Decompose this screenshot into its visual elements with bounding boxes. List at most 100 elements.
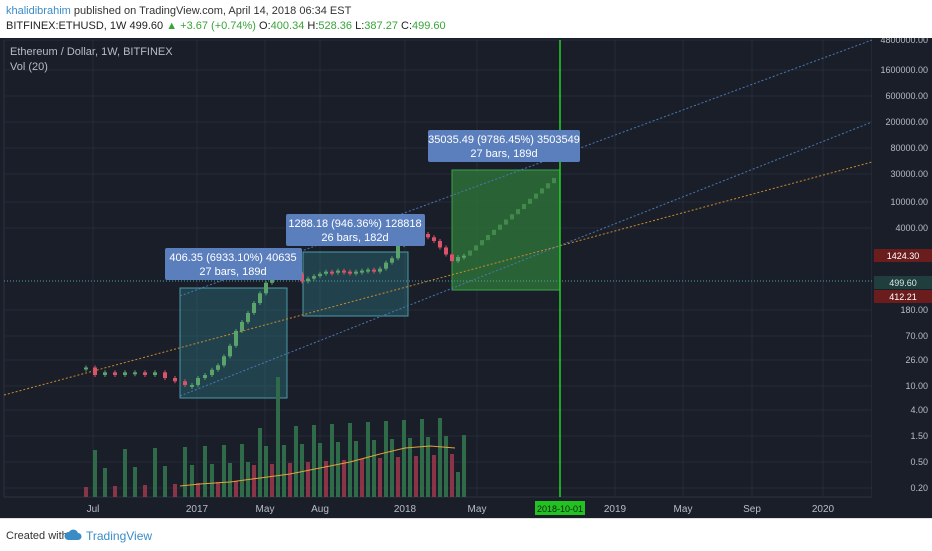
candle <box>354 271 358 274</box>
candle <box>93 367 97 376</box>
volume-bar <box>462 435 466 497</box>
volume-bar <box>438 418 442 497</box>
candle <box>456 256 460 262</box>
projected-candle <box>534 193 538 199</box>
x-tick-label: May <box>674 504 693 515</box>
candle <box>183 381 187 385</box>
candle <box>264 282 268 294</box>
c-label: C: <box>401 20 413 32</box>
o-value: 400.34 <box>270 20 305 32</box>
svg-text:1424.30: 1424.30 <box>887 251 920 261</box>
candle <box>342 270 346 273</box>
candle <box>336 270 340 273</box>
volume-bar <box>336 442 340 497</box>
volume-bar <box>113 486 117 497</box>
candle <box>228 345 232 357</box>
volume-bar <box>203 446 207 497</box>
volume-bar <box>420 419 424 497</box>
projected-candle <box>468 250 472 256</box>
tradingview-link[interactable]: TradingView <box>86 529 153 543</box>
volume-bar <box>270 464 274 497</box>
up-arrow-icon: ▲ <box>166 20 178 32</box>
volume-bar <box>210 464 214 497</box>
y-tick-label: 30000.00 <box>890 169 928 179</box>
volume-bar <box>384 421 388 497</box>
volume-series <box>84 377 466 497</box>
measure-label-1: 406.35 (6933.10%) 40635 27 bars, 189d <box>165 248 302 280</box>
volume-bar <box>396 457 400 497</box>
projected-candle <box>492 229 496 235</box>
volume-bar <box>264 446 268 497</box>
candle <box>432 237 436 241</box>
candle <box>396 245 400 259</box>
measure-box-2[interactable] <box>302 251 409 317</box>
volume-bar <box>133 467 137 497</box>
candle <box>366 269 370 272</box>
y-axis-ticks: 4800000.00 1600000.00 600000.00 200000.00 80… <box>880 38 928 493</box>
candle <box>210 369 214 376</box>
volume-bar <box>93 450 97 497</box>
date-tag: 2018-10-01 <box>535 501 585 515</box>
volume-bar <box>258 428 262 497</box>
y-tick-label: 26.00 <box>905 355 928 365</box>
chart-area[interactable]: 406.35 (6933.10%) 40635 27 bars, 189d 12… <box>0 38 932 518</box>
volume-bar <box>312 425 316 497</box>
volume-bar <box>390 439 394 497</box>
candle <box>252 303 256 313</box>
chart-title: Ethereum / Dollar, 1W, BITFINEX <box>10 46 173 58</box>
volume-bar <box>414 456 418 497</box>
projected-candle <box>522 203 526 210</box>
volume-bar <box>366 422 370 497</box>
volume-bar <box>173 484 177 497</box>
y-tick-label: 200000.00 <box>885 117 928 127</box>
trendline-blue-upper[interactable] <box>179 39 873 297</box>
volume-bar <box>282 445 286 497</box>
volume-bar <box>294 426 298 497</box>
volume-indicator-label[interactable]: Vol (20) <box>10 61 48 73</box>
y-tick-label: 1600000.00 <box>880 65 928 75</box>
volume-bar <box>196 483 200 497</box>
candle <box>318 273 322 277</box>
ohlc-line: BITFINEX:ETHUSD, 1W 499.60 ▲ +3.67 (+0.7… <box>6 20 446 32</box>
candle <box>234 330 238 346</box>
candle <box>378 268 382 272</box>
volume-bar <box>306 462 310 497</box>
candle <box>444 247 448 255</box>
x-tick-label: May <box>256 504 275 515</box>
candle <box>153 372 157 376</box>
volume-bar <box>190 465 194 497</box>
candle <box>216 365 220 370</box>
volume-bar <box>456 472 460 497</box>
projected-candle <box>486 234 490 241</box>
volume-bar <box>348 423 352 497</box>
candle <box>438 240 442 248</box>
candle <box>384 262 388 269</box>
candle <box>240 321 244 331</box>
y-tick-label: 600000.00 <box>885 91 928 101</box>
volume-bar <box>402 420 406 497</box>
svg-text:499.60: 499.60 <box>889 278 917 288</box>
y-tick-label: 1.50 <box>910 431 928 441</box>
volume-bar <box>252 465 256 497</box>
y-tick-label: 4000.00 <box>895 223 928 233</box>
measure-1-line2: 27 bars, 189d <box>199 266 266 278</box>
chart-svg[interactable]: 406.35 (6933.10%) 40635 27 bars, 189d 12… <box>0 38 932 518</box>
measure-3-line2: 27 bars, 189d <box>470 148 537 160</box>
volume-bar <box>408 438 412 497</box>
x-tick-label: 2019 <box>604 504 627 515</box>
volume-bar <box>318 443 322 497</box>
measure-box-3[interactable] <box>451 169 561 291</box>
price-tag-499: 499.60 <box>874 276 932 289</box>
projected-candle <box>516 209 520 215</box>
price-tag-412: 412.21 <box>874 290 932 303</box>
candle <box>462 255 466 258</box>
volume-bar <box>240 444 244 497</box>
volume-bar <box>300 444 304 497</box>
trendline-orange[interactable] <box>3 161 873 396</box>
y-tick-label: 4800000.00 <box>880 38 928 45</box>
trendline-blue-lower[interactable] <box>179 121 873 397</box>
y-tick-label: 10.00 <box>905 381 928 391</box>
username-link[interactable]: khalidibrahim <box>6 5 71 17</box>
change-text: +3.67 (+0.74%) <box>180 20 256 32</box>
candle <box>203 375 207 378</box>
